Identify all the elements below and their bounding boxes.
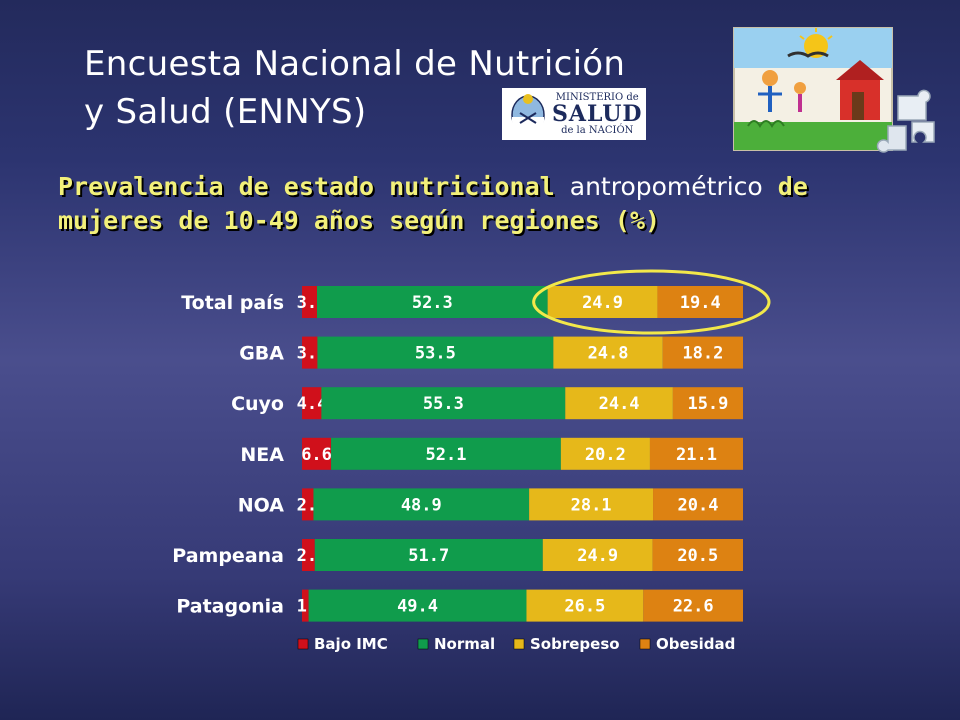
legend-label-bajo-imc: Bajo IMC xyxy=(314,635,388,653)
bar-bajo-imc-noa xyxy=(302,488,314,521)
bar-bajo-imc-cuyo xyxy=(302,387,322,420)
bar-bajo-imc-pampeana xyxy=(302,539,315,571)
subtitle-line-1: Prevalencia de estado nutricional antrop… xyxy=(58,170,918,204)
bar-sobrepeso-patagonia xyxy=(526,589,644,622)
data-label-sobrepeso-total-pais: 24.9 xyxy=(582,293,623,313)
category-label-noa: NOA xyxy=(238,494,285,516)
data-label-obesidad-patagonia: 22.6 xyxy=(673,597,714,617)
data-label-normal-pampeana: 51.7 xyxy=(408,546,449,566)
legend-swatch-bajo-imc xyxy=(297,638,309,650)
subtitle-part-3: de xyxy=(777,172,808,201)
bar-bajo-imc-patagonia xyxy=(302,589,309,622)
data-label-normal-total-pais: 52.3 xyxy=(412,293,453,313)
bar-sobrepeso-pampeana xyxy=(542,539,653,571)
national-shield-icon xyxy=(511,94,545,137)
bar-normal-patagonia xyxy=(308,589,527,622)
category-label-pampeana: Pampeana xyxy=(172,545,284,567)
data-label-obesidad-noa: 20.4 xyxy=(678,495,719,515)
title-line-2: y Salud (ENNYS) xyxy=(84,92,367,132)
bar-normal-total-pais xyxy=(316,286,548,318)
category-label-patagonia: Patagonia xyxy=(176,596,284,618)
bar-obesidad-noa xyxy=(653,488,743,521)
bar-bajo-imc-total-pais xyxy=(302,286,317,318)
subtitle-part-1: Prevalencia de estado nutricional xyxy=(58,172,555,201)
logo-text: MINISTERIO de SALUD de la NACIÓN xyxy=(552,92,643,136)
bar-normal-cuyo xyxy=(321,387,566,420)
bar-sobrepeso-nea xyxy=(560,437,650,470)
bar-normal-noa xyxy=(313,488,530,521)
data-label-obesidad-gba: 18.2 xyxy=(682,344,723,364)
bar-obesidad-nea xyxy=(649,437,743,470)
data-label-normal-noa: 48.9 xyxy=(401,495,442,515)
bar-obesidad-patagonia xyxy=(643,589,743,622)
slide-title: Encuesta Nacional de Nutrición y Salud (… xyxy=(84,40,684,136)
bar-bajo-imc-nea xyxy=(302,437,332,470)
data-label-sobrepeso-gba: 24.8 xyxy=(588,344,629,364)
subtitle-part-2: antropométrico xyxy=(569,172,763,201)
bar-bajo-imc-gba xyxy=(302,336,318,369)
child-drawing-puzzle-image xyxy=(733,27,935,153)
category-label-nea: NEA xyxy=(240,444,284,466)
bar-obesidad-cuyo xyxy=(672,387,743,420)
data-label-sobrepeso-nea: 20.2 xyxy=(585,445,626,465)
bar-obesidad-gba xyxy=(662,336,743,369)
data-label-obesidad-pampeana: 20.5 xyxy=(677,546,718,566)
data-label-normal-patagonia: 49.4 xyxy=(397,597,438,617)
data-label-sobrepeso-cuyo: 24.4 xyxy=(599,394,640,414)
legend-swatch-normal xyxy=(417,638,429,650)
category-label-gba: GBA xyxy=(239,343,284,365)
data-label-sobrepeso-patagonia: 26.5 xyxy=(564,597,605,617)
data-label-bajo-imc-cuyo: 4.4 xyxy=(297,394,328,414)
bar-obesidad-total-pais xyxy=(657,286,743,318)
data-label-obesidad-total-pais: 19.4 xyxy=(680,293,721,313)
bar-normal-nea xyxy=(331,437,561,470)
chart-subtitle: Prevalencia de estado nutricional antrop… xyxy=(58,170,918,238)
data-label-obesidad-cuyo: 15.9 xyxy=(687,394,728,414)
logo-line-2: SALUD xyxy=(552,101,643,127)
data-label-bajo-imc-nea: 6.6 xyxy=(301,445,332,465)
data-label-normal-gba: 53.5 xyxy=(415,344,456,364)
data-label-normal-nea: 52.1 xyxy=(426,445,467,465)
legend-swatch-sobrepeso xyxy=(513,638,525,650)
subtitle-line-2: mujeres de 10-49 años según regiones (%) xyxy=(58,206,661,235)
data-label-sobrepeso-pampeana: 24.9 xyxy=(577,546,618,566)
logo-line-3: de la NACIÓN xyxy=(561,125,634,136)
bar-sobrepeso-cuyo xyxy=(565,387,673,420)
legend-label-obesidad: Obesidad xyxy=(656,635,735,653)
data-label-obesidad-nea: 21.1 xyxy=(676,445,717,465)
bar-obesidad-pampeana xyxy=(652,539,743,571)
highlight-ellipse xyxy=(532,269,771,335)
legend-label-sobrepeso: Sobrepeso xyxy=(530,635,620,653)
data-label-normal-cuyo: 55.3 xyxy=(423,394,464,414)
title-line-1: Encuesta Nacional de Nutrición xyxy=(84,44,626,84)
ministerio-salud-logo: MINISTERIO de SALUD de la NACIÓN xyxy=(502,88,646,140)
logo-line-1: MINISTERIO de xyxy=(555,92,639,103)
bar-sobrepeso-total-pais xyxy=(547,286,658,318)
legend-label-normal: Normal xyxy=(434,635,495,653)
bar-normal-pampeana xyxy=(314,539,543,571)
data-label-sobrepeso-noa: 28.1 xyxy=(571,495,612,515)
category-label-cuyo: Cuyo xyxy=(231,393,284,415)
bar-sobrepeso-gba xyxy=(553,336,663,369)
bar-sobrepeso-noa xyxy=(529,488,654,521)
category-label-total-pais: Total país xyxy=(181,292,284,314)
legend-swatch-obesidad xyxy=(639,638,651,650)
bar-normal-gba xyxy=(317,336,554,369)
